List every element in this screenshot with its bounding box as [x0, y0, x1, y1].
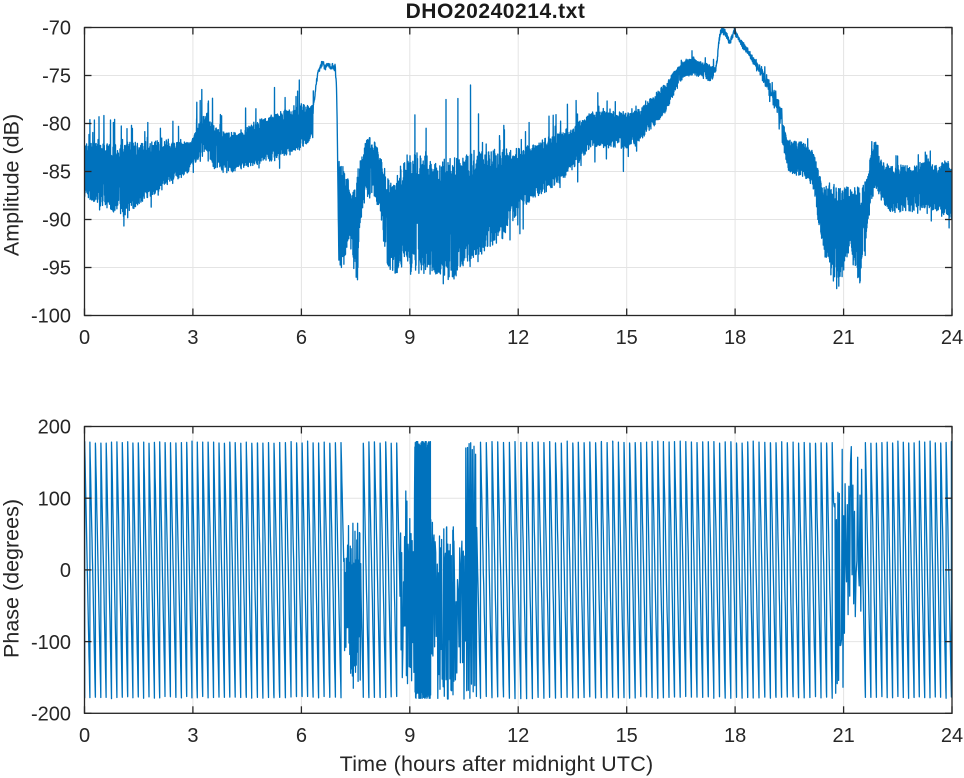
svg-text:6: 6	[296, 725, 307, 747]
svg-text:0: 0	[79, 725, 90, 747]
svg-text:3: 3	[187, 327, 198, 349]
svg-text:0: 0	[60, 560, 71, 582]
svg-text:6: 6	[296, 327, 307, 349]
svg-text:-85: -85	[42, 162, 71, 184]
svg-text:DHO20240214.txt: DHO20240214.txt	[406, 0, 586, 23]
svg-text:9: 9	[404, 327, 415, 349]
svg-text:24: 24	[941, 725, 963, 747]
svg-text:-100: -100	[31, 632, 71, 654]
svg-text:21: 21	[832, 327, 854, 349]
svg-text:3: 3	[187, 725, 198, 747]
svg-text:-95: -95	[42, 258, 71, 280]
svg-text:Amplitude (dB): Amplitude (dB)	[0, 114, 24, 256]
svg-text:200: 200	[38, 417, 71, 439]
svg-text:-70: -70	[42, 18, 71, 40]
svg-text:21: 21	[832, 725, 854, 747]
svg-text:-200: -200	[31, 704, 71, 726]
svg-text:15: 15	[616, 725, 638, 747]
svg-text:-75: -75	[42, 66, 71, 88]
svg-text:-80: -80	[42, 114, 71, 136]
svg-text:0: 0	[79, 327, 90, 349]
svg-text:12: 12	[507, 327, 529, 349]
svg-text:24: 24	[941, 327, 963, 349]
svg-text:Phase (degrees): Phase (degrees)	[0, 499, 24, 658]
svg-text:18: 18	[724, 327, 746, 349]
svg-text:-100: -100	[31, 306, 71, 328]
svg-text:18: 18	[724, 725, 746, 747]
svg-text:9: 9	[404, 725, 415, 747]
svg-text:15: 15	[616, 327, 638, 349]
svg-text:Time (hours after midnight UTC: Time (hours after midnight UTC)	[340, 752, 654, 776]
svg-text:12: 12	[507, 725, 529, 747]
svg-text:100: 100	[38, 488, 71, 510]
svg-text:-90: -90	[42, 210, 71, 232]
